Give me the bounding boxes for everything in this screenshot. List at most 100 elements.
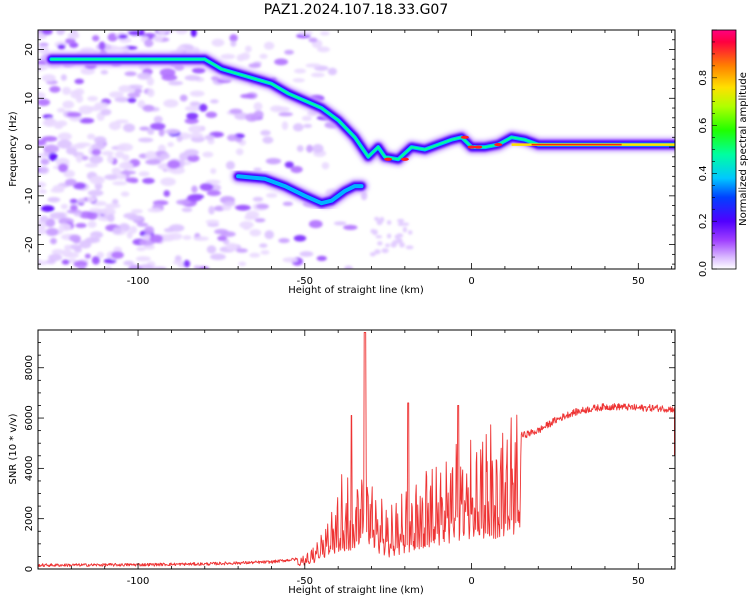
spectrogram-ytick-label: -10: [24, 188, 35, 204]
spectrogram-noise-blob: [57, 139, 72, 149]
spectrogram-noise-blob: [74, 246, 82, 253]
spectrogram-noise-blob: [145, 159, 161, 165]
spectrogram-noise-blob: [235, 204, 251, 211]
spectrogram-noise-blob: [385, 243, 390, 248]
spectrogram-noise-blob: [127, 84, 144, 90]
spectrogram-noise-blob: [101, 207, 116, 217]
spectrogram-noise-blob: [38, 188, 47, 194]
spectrogram-noise-blob: [240, 52, 251, 61]
spectrogram-noise-blob: [310, 72, 325, 78]
spectrogram-noise-blob: [191, 67, 206, 74]
spectrogram-noise-blob: [65, 38, 76, 45]
spectrogram-noise-blob: [98, 41, 106, 51]
spectrogram-noise-blob: [164, 128, 181, 135]
spectrogram-noise-blob: [167, 160, 181, 169]
spectrogram-noise-blob: [217, 235, 227, 241]
spectrogram-noise-blob: [115, 119, 129, 124]
spectrogram-noise-blob: [230, 40, 237, 47]
spectrogram-noise-blob: [252, 196, 264, 202]
spectrogram-noise-blob: [214, 228, 229, 235]
spectrogram-noise-blob: [84, 163, 99, 168]
spectrogram-noise-blob: [256, 203, 270, 210]
spectrogram-ridge-layer: [236, 174, 364, 206]
spectrogram-noise-blob: [80, 47, 95, 53]
spectrogram-noise-blob: [128, 264, 143, 269]
spectrogram-xtick-label: 0: [468, 276, 474, 287]
spectrogram-noise-blob: [142, 234, 152, 241]
spectrogram-noise-blob: [229, 34, 238, 42]
spectrogram-noise-blob: [153, 115, 163, 124]
spectrogram-noise-blob: [117, 143, 134, 152]
spectrogram-noise-blob: [265, 157, 282, 165]
spectrogram-noise-blob: [374, 216, 380, 221]
spectrogram-noise-blob: [128, 30, 144, 36]
spectrogram-noise-blob: [66, 147, 78, 155]
spectrogram-noise-blob: [40, 158, 50, 165]
spectrogram-noise-blob: [176, 199, 191, 205]
spectrogram-peak: [384, 135, 675, 161]
spectrogram-noise-blob: [270, 105, 284, 113]
spectrogram-noise-blob: [408, 230, 413, 235]
spectrogram-noise-blob: [254, 218, 266, 223]
snr-panel: -100 -50 0 50 0 2000 4000 6000 8000 Height of st…: [8, 329, 676, 596]
colorbar-tick-label: 0.4: [698, 165, 709, 181]
spectrogram-noise-blob: [66, 111, 82, 118]
spectrogram-noise-blob: [182, 235, 192, 240]
spectrogram-noise-blob: [69, 234, 81, 242]
snr-plot-area: [38, 332, 675, 568]
spectrogram-noise-blob: [136, 222, 149, 227]
spectrogram-hotspot: [494, 143, 503, 147]
spectrogram-noise-blob: [226, 134, 238, 142]
spectrogram-noise-blob: [205, 179, 221, 185]
spectrogram-noise-blob: [89, 175, 105, 185]
spectrogram-noise-blob: [205, 111, 218, 118]
spectrogram-noise-blob: [114, 96, 130, 103]
snr-xlabel: Height of straight line (km): [288, 585, 424, 596]
spectrogram-noise-blob: [70, 204, 78, 211]
spectrogram-noise-blob: [41, 74, 56, 82]
spectrogram-noise-blob: [74, 88, 85, 96]
spectrogram-noise-blob: [50, 188, 65, 193]
spectrogram-noise-blob: [184, 118, 199, 125]
spectrogram-noise-blob: [381, 248, 389, 254]
spectrogram-noise-blob: [111, 167, 121, 176]
spectrogram-noise-blob: [42, 118, 58, 127]
spectrogram-noise-blob: [63, 169, 75, 178]
spectrogram-noise-blob: [38, 227, 47, 235]
snr-ytick-label: 0: [24, 566, 35, 572]
snr-frame: [37, 329, 676, 570]
spectrogram-noise-blob: [210, 253, 226, 261]
spectrogram-noise-blob: [74, 78, 84, 85]
spectrogram-noise-blob: [100, 108, 112, 116]
snr-axes: -100 -50 0 50 0 2000 4000 6000 8000: [24, 329, 675, 587]
spectrogram-noise-blob: [260, 250, 270, 255]
colorbar-label: Normalized spectral amplitude: [738, 72, 749, 226]
spectrogram-noise-blob: [244, 214, 257, 220]
spectrogram-noise-blob: [260, 130, 271, 136]
spectrogram-noise-blob: [274, 58, 289, 66]
spectrogram-noise-blob: [45, 218, 56, 228]
spectrogram-noise-blob: [38, 181, 47, 188]
spectrogram-noise-blob: [137, 100, 146, 108]
spectrogram-noise-blob: [87, 96, 98, 102]
snr-xtick-label: 0: [468, 576, 474, 587]
spectrogram-noise-blob: [38, 42, 49, 47]
spectrogram-noise-blob: [89, 155, 104, 164]
spectrogram-noise-blob: [377, 241, 383, 246]
spectrogram-noise-blob: [308, 219, 323, 229]
spectrogram-noise-blob: [78, 265, 86, 269]
spectrogram-noise-blob: [109, 91, 124, 98]
spectrogram-noise-blob: [206, 190, 221, 196]
spectrogram-noise-blob: [265, 193, 278, 198]
spectrogram-ytick-label: 20: [24, 43, 35, 56]
spectrogram-noise-blob: [240, 93, 256, 99]
spectrogram-noise-blob: [87, 189, 104, 197]
spectrogram-noise-blob: [60, 203, 68, 210]
spectrogram-noise-blob: [163, 99, 179, 108]
snr-xtick-label: -50: [297, 576, 313, 587]
spectrogram-noise-blob: [73, 212, 82, 217]
spectrogram-noise-blob: [114, 151, 125, 159]
spectrogram-noise-blob: [244, 45, 252, 53]
spectrogram-noise-blob: [64, 244, 72, 251]
